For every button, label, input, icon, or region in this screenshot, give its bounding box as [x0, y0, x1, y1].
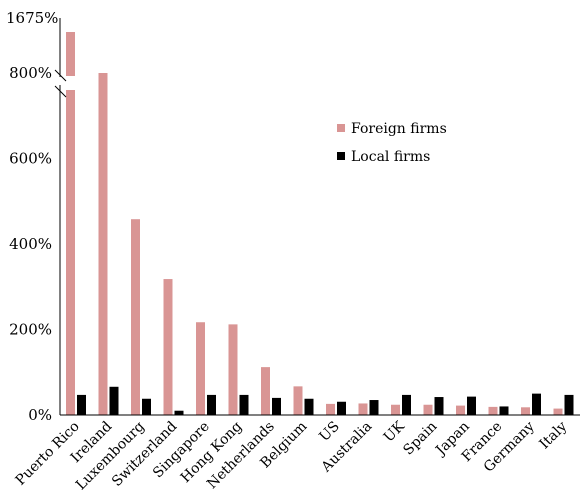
bar-local-firms-uk [402, 394, 411, 415]
bar-foreign-firms-hong-kong [228, 324, 238, 415]
bar-foreign-firms-switzerland [163, 279, 173, 415]
y-tick-labels: 0% 200% 400% 600% 800% [9, 64, 52, 424]
bar-foreign-firms-spain [423, 404, 433, 415]
bar-foreign-firms-netherlands [261, 367, 270, 415]
x-tick-labels: Puerto RicoIrelandLuxembourgSwitzerlandS… [13, 418, 571, 493]
bar-foreign-firms-germany [521, 407, 530, 415]
x-tick-label-uk: UK [381, 418, 408, 445]
bars-layer [66, 32, 574, 415]
bar-foreign-firms-japan [456, 405, 465, 415]
bar-foreign-firms-australia [358, 403, 368, 415]
bar-local-firms-spain [434, 397, 444, 415]
bar-local-firms-ireland [109, 386, 119, 415]
bar-foreign-firms-luxembourg [131, 219, 140, 415]
legend-swatch-foreign-firms [337, 124, 345, 132]
y-tick-label-top: 1675% [6, 9, 58, 27]
axis-break-marks [54, 69, 67, 98]
bar-local-firms-us [337, 401, 346, 415]
axis-break-mark-2 [54, 85, 67, 98]
bar-local-firms-japan [467, 396, 476, 415]
bar-local-firms-belgium [304, 398, 314, 415]
y-tick-label-600: 600% [9, 150, 52, 168]
y-tick-label-800: 800% [9, 64, 52, 82]
bar-foreign-firms-singapore [196, 322, 205, 415]
bar-foreign-firms-puerto-rico-upper [66, 32, 75, 76]
legend-swatch-local-firms [337, 152, 345, 160]
bar-local-firms-germany [532, 393, 541, 415]
axis-break-mark-1 [54, 69, 67, 82]
bar-local-firms-hong-kong [239, 394, 249, 415]
bar-foreign-firms-belgium [293, 386, 303, 415]
y-tick-label-0: 0% [28, 406, 52, 424]
bar-foreign-firms-italy [553, 408, 563, 415]
bar-local-firms-puerto-rico [77, 394, 86, 415]
x-tick-label-spain: Spain [400, 419, 440, 459]
legend: Foreign firms Local firms [337, 121, 447, 165]
bar-foreign-firms-france [488, 406, 498, 415]
legend-label-foreign-firms: Foreign firms [351, 121, 447, 137]
bar-foreign-firms-us [326, 403, 335, 415]
bar-local-firms-netherlands [272, 397, 281, 415]
bar-local-firms-luxembourg [142, 398, 151, 415]
bar-local-firms-switzerland [174, 410, 184, 415]
x-tick-label-italy: Italy [536, 418, 570, 452]
bar-local-firms-italy [564, 394, 574, 415]
legend-label-local-firms: Local firms [351, 149, 430, 165]
bar-foreign-firms-uk [391, 404, 400, 415]
bar-local-firms-france [499, 406, 509, 415]
x-tick-label-us: US [316, 419, 342, 445]
bar-foreign-firms-puerto-rico [66, 90, 75, 415]
y-tick-label-200: 200% [9, 321, 52, 339]
y-tick-label-400: 400% [9, 235, 52, 253]
bar-foreign-firms-ireland [98, 73, 108, 415]
bar-local-firms-singapore [207, 394, 216, 415]
bar-local-firms-australia [369, 400, 379, 415]
